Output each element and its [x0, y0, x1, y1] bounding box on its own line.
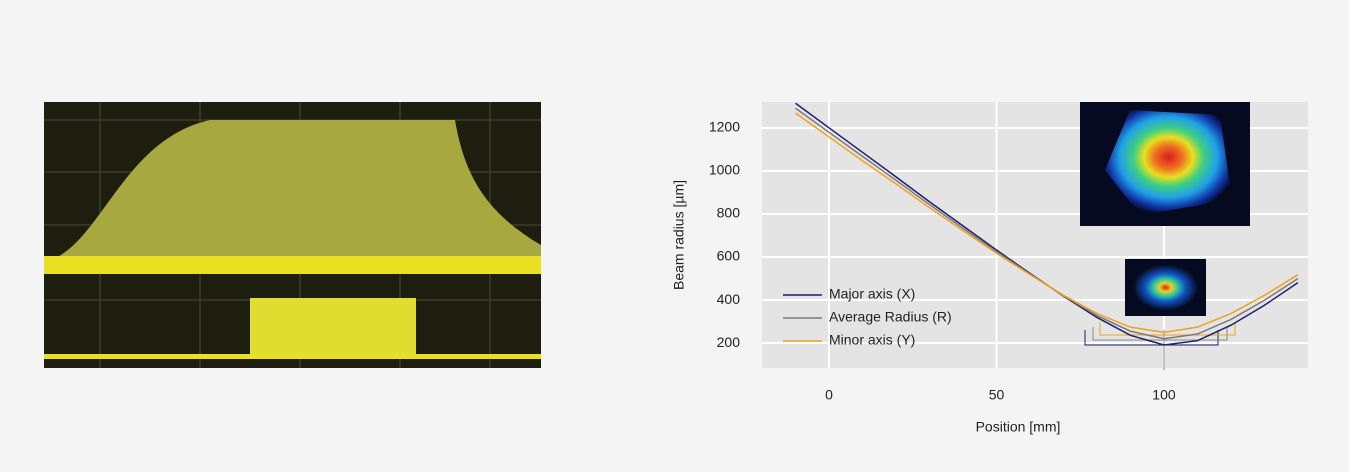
- legend-label: Major axis (X): [829, 286, 915, 302]
- y-tick-label: 200: [717, 334, 741, 350]
- y-tick-label: 400: [717, 291, 741, 307]
- inset-images: [1080, 102, 1250, 370]
- x-axis-label: Position [mm]: [976, 419, 1061, 435]
- series-line: [795, 112, 1299, 334]
- x-tick-label: 100: [1152, 387, 1176, 403]
- legend-label: Average Radius (R): [829, 309, 952, 325]
- y-tick-label: 600: [717, 248, 741, 264]
- oscilloscope-image: [44, 102, 541, 368]
- y-tick-label: 1000: [709, 162, 740, 178]
- y-axis-label: Beam radius [µm]: [671, 180, 687, 290]
- x-tick-label: 0: [825, 387, 833, 403]
- y-tick-label: 1200: [709, 119, 740, 135]
- legend-label: Minor axis (Y): [829, 332, 915, 348]
- y-tick-label: 800: [717, 205, 741, 221]
- x-tick-label: 50: [989, 387, 1005, 403]
